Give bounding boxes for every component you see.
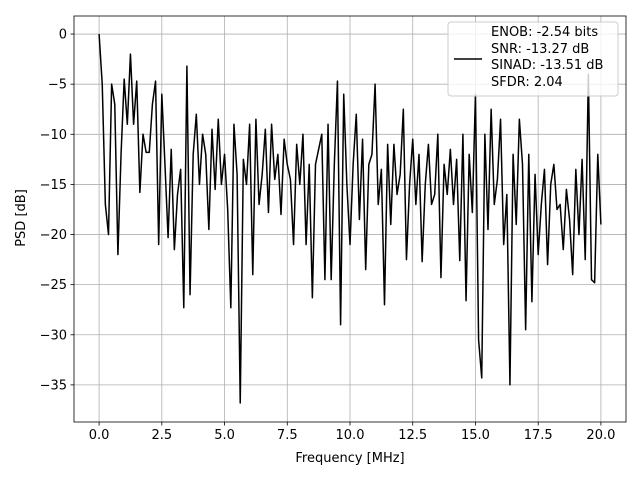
plot-frame	[73, 15, 627, 423]
y-tick-label: −5	[48, 78, 67, 93]
data-line	[98, 33, 602, 404]
legend-label: ENOB: -2.54 bits SNR: -13.27 dB SINAD: -…	[491, 25, 604, 90]
x-axis-label: Frequency [MHz]	[295, 451, 404, 466]
x-tick-label: 5.0	[214, 428, 235, 443]
x-tick-label: 0.0	[89, 428, 110, 443]
y-axis-label: PSD [dB]	[14, 189, 29, 247]
x-tick-label: 7.5	[277, 428, 298, 443]
y-tick-label: −20	[40, 228, 67, 243]
y-tick-label: −25	[40, 278, 67, 293]
y-tick-label: −30	[40, 328, 67, 343]
x-tick-label: 17.5	[524, 428, 553, 443]
x-tick-label: 10.0	[336, 428, 365, 443]
x-tick-label: 15.0	[461, 428, 490, 443]
x-tick-label: 12.5	[398, 428, 427, 443]
legend-box	[447, 21, 619, 97]
y-tick-label: −35	[40, 378, 67, 393]
x-tick-label: 2.5	[151, 428, 172, 443]
y-tick-label: −15	[40, 178, 67, 193]
x-tick-label: 20.0	[586, 428, 615, 443]
y-tick-label: −10	[40, 128, 67, 143]
y-tick-label: 0	[59, 28, 67, 43]
